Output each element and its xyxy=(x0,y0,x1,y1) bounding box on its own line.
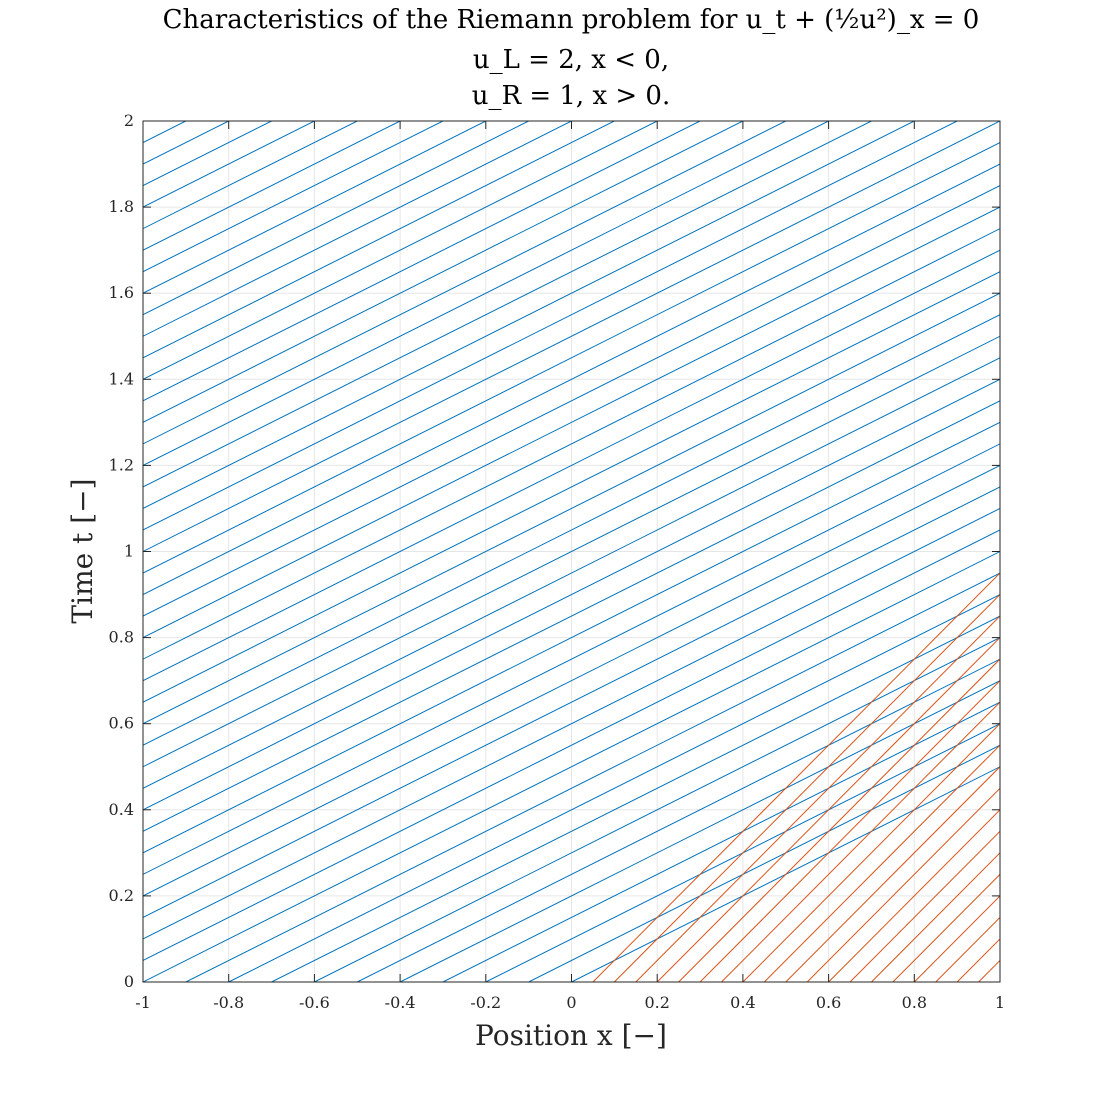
series-1 xyxy=(592,572,1000,982)
x-axis-label: Position x [−] xyxy=(475,1019,667,1052)
y-tick-label: 2 xyxy=(124,111,134,130)
characteristic-line xyxy=(592,572,1000,982)
y-tick-label: 0.2 xyxy=(109,886,134,905)
characteristic-line xyxy=(143,121,487,294)
x-tick-label: -0.4 xyxy=(385,993,416,1012)
characteristic-lines xyxy=(143,121,1000,982)
characteristic-line xyxy=(143,121,572,337)
characteristic-line xyxy=(528,744,1000,982)
characteristic-line xyxy=(271,615,1000,982)
characteristic-line xyxy=(143,121,829,466)
characteristic-line xyxy=(143,400,1000,832)
y-tick-label: 0 xyxy=(124,972,134,991)
characteristic-line xyxy=(143,271,1000,703)
characteristic-line xyxy=(763,744,1000,982)
chart-title: Characteristics of the Riemann problem f… xyxy=(163,5,980,111)
characteristic-line xyxy=(143,163,1000,596)
characteristic-line xyxy=(143,121,958,531)
characteristic-line xyxy=(442,701,1000,982)
characteristic-line xyxy=(185,572,1000,982)
x-tick-labels: -1 -0.8 -0.6 -0.4 -0.2 0 0.2 0.4 0.6 0.8 1 xyxy=(135,993,1005,1012)
characteristic-line xyxy=(143,550,1000,982)
x-tick-label: 0.2 xyxy=(644,993,669,1012)
title-line-2: u_L = 2, x < 0, xyxy=(473,45,669,75)
series-0 xyxy=(143,121,1000,982)
characteristic-line xyxy=(143,121,701,402)
characteristic-line xyxy=(143,121,915,510)
characteristic-line xyxy=(742,722,1000,982)
characteristic-line xyxy=(849,830,1000,982)
characteristic-line xyxy=(678,658,1000,982)
characteristic-line xyxy=(806,787,1000,982)
characteristic-line xyxy=(143,464,1000,897)
characteristic-line xyxy=(143,228,1000,660)
characteristic-line xyxy=(143,249,1000,682)
characteristic-line xyxy=(143,335,1000,768)
characteristic-line xyxy=(143,206,1000,639)
x-tick-label: 1 xyxy=(995,993,1005,1012)
characteristic-line xyxy=(721,701,1000,982)
characteristic-line xyxy=(143,141,1000,574)
y-axis-label: Time t [−] xyxy=(66,478,99,623)
characteristic-line xyxy=(999,981,1000,982)
characteristic-line xyxy=(143,121,1000,553)
y-tick-label: 1.2 xyxy=(109,455,134,474)
characteristic-line xyxy=(143,314,1000,746)
y-tick-label: 0.8 xyxy=(109,628,134,647)
characteristic-line xyxy=(785,766,1000,982)
characteristic-line xyxy=(635,615,1000,982)
characteristic-line xyxy=(143,443,1000,875)
characteristic-line xyxy=(143,121,658,380)
title-line-1: Characteristics of the Riemann problem f… xyxy=(163,5,980,35)
characteristic-line xyxy=(656,636,1000,982)
characteristic-line xyxy=(143,121,615,359)
x-tick-label: -0.8 xyxy=(213,993,244,1012)
y-tick-label: 1.6 xyxy=(109,283,134,302)
characteristic-line xyxy=(571,766,1000,982)
y-tick-label: 0.6 xyxy=(109,714,134,733)
characteristic-line xyxy=(399,680,1000,982)
characteristic-line xyxy=(143,185,1000,617)
characteristic-line xyxy=(357,658,1000,982)
characteristic-line xyxy=(228,593,1000,982)
characteristic-line xyxy=(143,357,1000,789)
y-tick-label: 1.8 xyxy=(109,197,134,216)
plot-box xyxy=(142,120,1001,983)
x-tick-label: 0.8 xyxy=(902,993,927,1012)
y-tick-label: 1 xyxy=(124,542,134,561)
characteristic-line xyxy=(143,121,872,488)
characteristic-line xyxy=(143,121,786,445)
y-tick-label: 0.4 xyxy=(109,800,134,819)
x-tick-label: 0 xyxy=(566,993,576,1012)
characteristic-line xyxy=(143,486,1000,918)
characteristic-line xyxy=(143,121,444,273)
characteristic-line xyxy=(143,121,529,316)
y-tick-label: 1.4 xyxy=(109,369,134,388)
characteristic-line xyxy=(143,378,1000,811)
y-tick-labels: 0 0.2 0.4 0.6 0.8 1 1.2 1.4 1.6 1.8 2 xyxy=(109,111,134,991)
x-tick-label: -0.2 xyxy=(470,993,501,1012)
characteristic-line xyxy=(143,292,1000,725)
characteristic-line xyxy=(143,121,744,423)
x-tick-label: -0.6 xyxy=(299,993,330,1012)
characteristic-line xyxy=(699,679,1000,982)
characteristic-line xyxy=(143,507,1000,940)
characteristic-line xyxy=(613,593,1000,982)
characteristic-line xyxy=(143,529,1000,962)
x-tick-label: 0.4 xyxy=(730,993,755,1012)
x-tick-label: -1 xyxy=(135,993,151,1012)
characteristic-line xyxy=(143,421,1000,854)
x-tick-label: 0.6 xyxy=(816,993,841,1012)
characteristic-line xyxy=(314,637,1000,982)
characteristic-line xyxy=(485,723,1000,982)
title-line-3: u_R = 1, x > 0. xyxy=(472,81,671,111)
characteristic-line xyxy=(828,809,1000,982)
